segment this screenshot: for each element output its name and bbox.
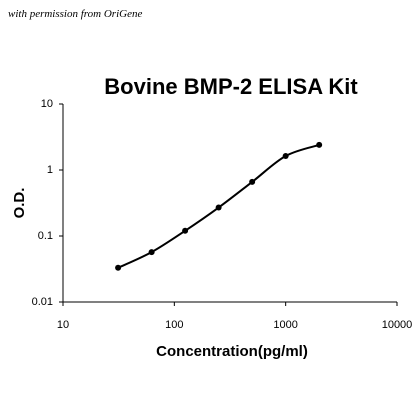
x-tick-label: 10 (57, 319, 69, 331)
y-tick-label: 0.01 (32, 296, 53, 308)
y-tick-label: 1 (47, 164, 53, 176)
x-tick-label: 100 (165, 319, 183, 331)
y-tick-label: 0.1 (38, 230, 53, 242)
data-point (282, 152, 289, 159)
data-point (148, 249, 155, 256)
x-tick-label: 10000 (382, 319, 413, 331)
x-axis-label: Concentration(pg/ml) (156, 343, 308, 360)
chart-title: Bovine BMP-2 ELISA Kit (104, 74, 358, 99)
data-point (115, 264, 122, 271)
data-point (182, 227, 189, 234)
permission-note: with permission from OriGene (8, 8, 142, 20)
y-axis-label: O.D. (11, 188, 28, 219)
data-point (215, 204, 222, 211)
y-tick-label: 10 (41, 98, 53, 110)
data-point (249, 178, 256, 185)
data-point (316, 141, 323, 148)
x-tick-label: 1000 (273, 319, 297, 331)
